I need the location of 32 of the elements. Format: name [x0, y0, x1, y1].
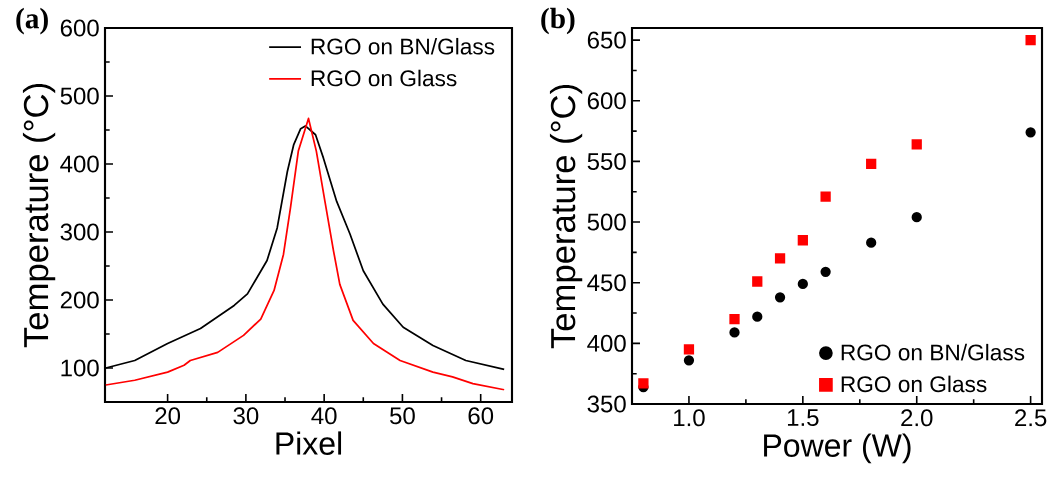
y-tick-label: 550 [587, 152, 626, 170]
legend-label: RGO on Glass [841, 375, 987, 393]
x-tick-label: 30 [233, 407, 259, 425]
x-tick-label: 2.0 [901, 409, 933, 427]
chart-title: (a) [16, 7, 48, 35]
y-tick-label: 600 [587, 92, 626, 110]
legend-label: RGO on Glass [311, 69, 457, 87]
legend-label: RGO on BN/Glass [311, 37, 495, 55]
y-tick-label: 350 [587, 395, 626, 413]
x-axis-title: Pixel [276, 431, 342, 455]
x-tick-label: 2.5 [1015, 409, 1047, 427]
y-tick-label: 500 [60, 87, 99, 105]
y-tick-label: 300 [60, 223, 99, 241]
y-tick-label: 600 [60, 19, 99, 37]
x-tick-label: 40 [311, 407, 337, 425]
y-tick-label: 400 [60, 155, 99, 173]
y-tick-label: 100 [61, 359, 99, 377]
x-tick-label: 20 [155, 407, 181, 425]
y-tick-label: 400 [587, 334, 626, 352]
x-axis-title: Power (W) [764, 433, 911, 464]
x-tick-label: 1.0 [674, 409, 705, 427]
y-tick-label: 650 [587, 31, 626, 49]
y-tick-label: 450 [587, 274, 626, 292]
y-tick-label: 200 [60, 291, 99, 309]
legend-label: RGO on BN/Glass [841, 343, 1025, 361]
y-tick-label: 500 [587, 213, 626, 231]
x-tick-label: 50 [390, 407, 415, 425]
x-tick-label: 1.5 [787, 409, 819, 427]
y-axis-title: Temperature (°C) [22, 84, 56, 348]
chart-title: (b) [541, 7, 575, 35]
x-tick-label: 60 [468, 407, 494, 425]
y-axis-title: Temperature (°C) [549, 85, 583, 349]
